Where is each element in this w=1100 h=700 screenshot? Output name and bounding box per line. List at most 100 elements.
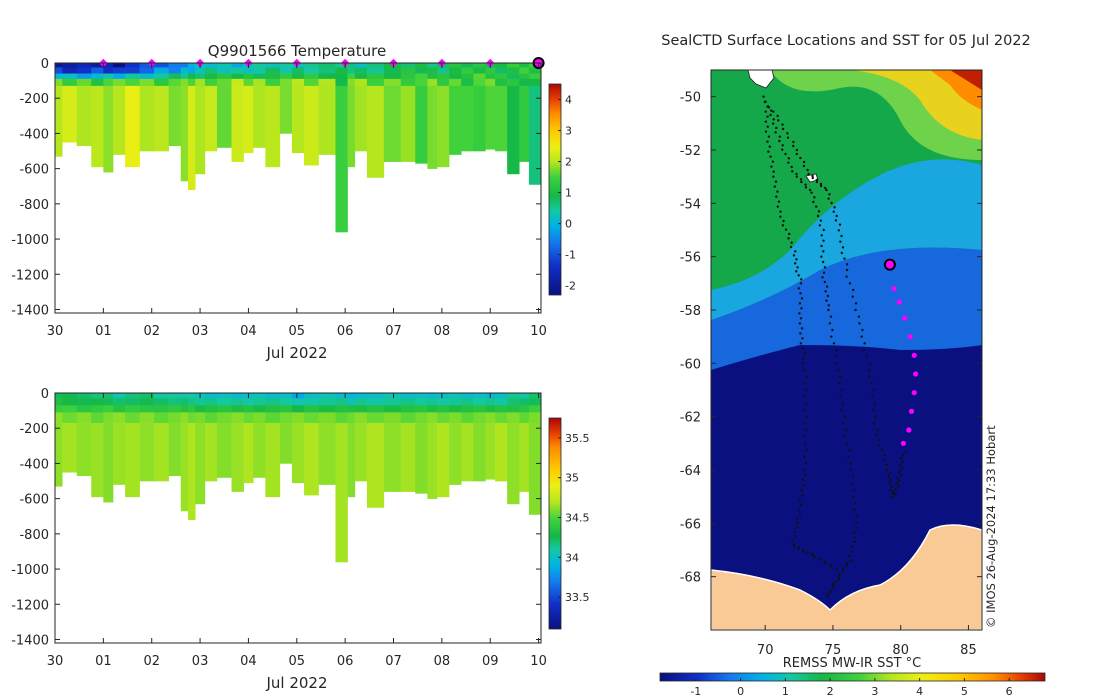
salinity-cell: [318, 405, 336, 413]
track-point: [799, 178, 803, 181]
track-point: [827, 308, 830, 312]
temperature-cell: [461, 85, 474, 152]
lat-tick-label: -68: [680, 571, 701, 586]
x-tick-label: 01: [95, 654, 112, 669]
track-point: [798, 302, 802, 305]
track-point: [779, 215, 782, 218]
track-point: [772, 118, 775, 121]
temperature-cell: [291, 73, 305, 80]
temperature-cell: [400, 85, 416, 162]
temperature-cell: [415, 85, 428, 164]
track-point: [799, 342, 803, 345]
track-point: [837, 575, 841, 578]
temperature-cell: [279, 85, 293, 134]
temperature-cell: [187, 85, 196, 191]
salinity-cell: [265, 412, 281, 424]
salinity-y-ticks: 0 -200 -400 -600 -800 -1000 -1200 -1400: [11, 387, 541, 648]
track-point: [806, 551, 809, 554]
y-tick-label: -400: [19, 457, 49, 472]
salinity-cell: [366, 398, 385, 406]
salinity-cell: [383, 405, 402, 413]
temperature-cell: [507, 78, 520, 87]
track-point: [892, 490, 895, 493]
salinity-colorbar-ticks: 35.5 35 34.5 34 33.5: [558, 432, 590, 604]
track-point: [796, 266, 799, 269]
track-point: [768, 145, 772, 148]
track-point: [901, 460, 904, 464]
sst-colorbar-tick-label: -1: [690, 685, 701, 698]
temperature-cell: [253, 63, 266, 68]
track-point: [893, 492, 897, 496]
temperature-cell: [437, 67, 450, 74]
track-point: [853, 536, 856, 539]
temperature-cell: [217, 63, 232, 68]
salinity-cell: [461, 422, 474, 482]
temperature-cell: [415, 73, 428, 80]
salinity-cell: [415, 412, 428, 424]
temperature-cell: [354, 85, 368, 152]
salinity-cell: [519, 398, 530, 406]
salinity-cell: [279, 398, 293, 406]
temperature-cell: [400, 67, 416, 74]
track-point: [802, 408, 806, 412]
track-point: [845, 263, 849, 266]
track-point: [803, 352, 807, 355]
track-point: [840, 234, 843, 238]
salinity-cell: [347, 398, 356, 406]
salinity-cell: [55, 393, 63, 399]
salinity-cell: [154, 405, 169, 413]
track-point: [813, 556, 816, 559]
track-point: [841, 567, 845, 570]
recent-position: [896, 299, 902, 305]
track-point: [775, 126, 778, 130]
salinity-cell: [318, 393, 336, 399]
track-point: [799, 332, 802, 335]
track-point: [769, 113, 772, 117]
track-point: [898, 470, 901, 474]
track-point: [777, 200, 781, 203]
track-point: [832, 586, 835, 590]
seal-tracks: [762, 95, 907, 598]
track-point: [822, 239, 825, 242]
salinity-cell: [437, 393, 450, 399]
track-point: [875, 433, 878, 437]
temperature-cell: [62, 85, 78, 143]
temperature-cell: [347, 63, 356, 68]
temperature-cell: [495, 73, 508, 80]
lat-tick-label: -58: [680, 304, 701, 319]
salinity-cell: [231, 393, 244, 399]
track-point: [766, 140, 769, 143]
temperature-cell: [168, 85, 182, 147]
track-point: [801, 347, 805, 350]
salinity-cell: [139, 398, 155, 406]
colorbar-tick-label: 33.5: [565, 591, 590, 604]
temperature-cell: [113, 63, 126, 68]
track-point: [847, 455, 850, 458]
track-point: [899, 457, 903, 460]
track-point: [798, 513, 802, 516]
track-point: [860, 335, 863, 338]
track-point: [818, 558, 821, 561]
track-point: [897, 484, 900, 488]
track-point: [847, 554, 851, 558]
sst-field: [711, 70, 982, 630]
temperature-cell: [473, 67, 486, 74]
salinity-cell: [473, 398, 486, 406]
salinity-cell: [113, 412, 126, 424]
temperature-cell: [279, 67, 293, 74]
recent-surface-positions: [891, 286, 919, 446]
temperature-cell: [113, 85, 126, 155]
track-point: [799, 282, 803, 285]
lon-tick-label: 85: [960, 643, 977, 658]
temperature-cell: [265, 63, 281, 68]
temperature-cell: [449, 67, 462, 74]
salinity-cell: [437, 422, 450, 498]
temperature-cell: [231, 63, 244, 68]
temperature-cell: [168, 73, 182, 80]
track-point: [888, 472, 891, 475]
y-tick-label: -800: [19, 528, 49, 543]
temperature-cell: [461, 63, 474, 68]
track-point: [786, 132, 789, 135]
salinity-cell: [62, 393, 78, 399]
track-point: [823, 266, 827, 269]
